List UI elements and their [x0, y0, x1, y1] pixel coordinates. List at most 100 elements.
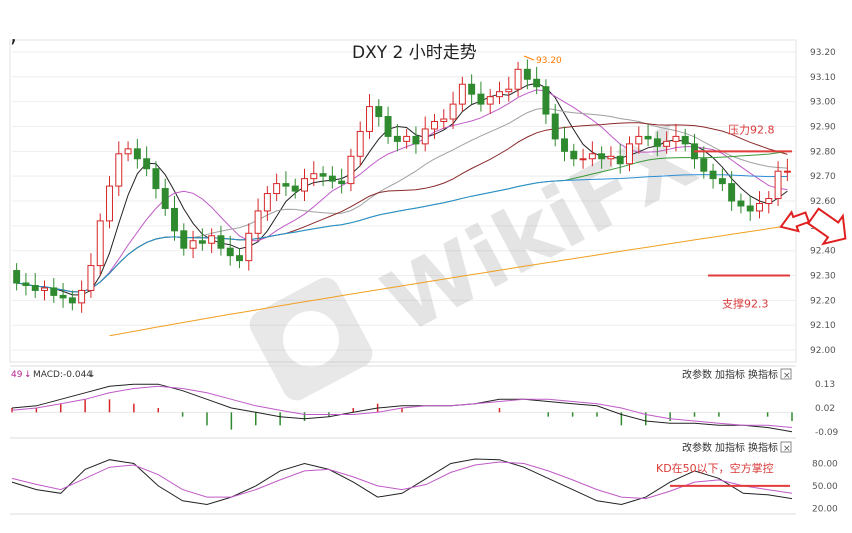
candle-body — [338, 180, 346, 185]
macd-edit-params-button[interactable]: 改参数 — [682, 368, 712, 381]
y-tick-label: 92.10 — [810, 321, 836, 331]
candle-body — [319, 173, 327, 177]
candle-body — [301, 178, 308, 192]
kd-switch-indicator-button[interactable]: 换指标 — [748, 441, 778, 454]
y-tick-label: 93.10 — [810, 73, 836, 83]
chart-title: DXY 2 小时走势 — [352, 43, 477, 63]
corner-mark: , — [10, 23, 17, 48]
macd-add-indicator-button[interactable]: 加指标 — [715, 368, 745, 381]
candle-body — [366, 106, 373, 132]
candle-body — [561, 138, 568, 152]
candlesticks — [13, 59, 791, 313]
candle-body — [328, 175, 336, 182]
candle-body — [152, 168, 160, 190]
candle-body — [198, 240, 206, 244]
candle-body — [393, 135, 401, 142]
y-tick-label: 92.20 — [810, 296, 836, 306]
ma120-line — [16, 174, 788, 293]
candle-body — [672, 135, 680, 142]
candle-body — [765, 198, 773, 204]
kd-add-indicator-button[interactable]: 加指标 — [715, 441, 745, 454]
candle-body — [663, 140, 671, 147]
candle-body — [737, 200, 745, 207]
macd-dea-line — [11, 385, 793, 428]
candle-body — [13, 270, 21, 284]
kd-y-tick-label: 50.00 — [812, 482, 838, 492]
kd-close-button[interactable] — [780, 441, 792, 453]
candle-body — [431, 121, 438, 130]
peak-leader-line — [523, 55, 535, 61]
candle-body — [124, 148, 132, 155]
candle-body — [263, 193, 271, 212]
y-tick-label: 92.40 — [810, 247, 836, 257]
candle-body — [217, 235, 225, 249]
macd-switch-indicator-button[interactable]: 换指标 — [748, 368, 778, 381]
candle-body — [579, 158, 587, 161]
resistance-label: 压力92.8 — [728, 123, 775, 136]
macd-close-button[interactable] — [780, 368, 792, 380]
candle-body — [384, 116, 392, 137]
macd-dif-line — [11, 383, 793, 433]
candle-body — [68, 297, 76, 304]
candle-body — [180, 230, 188, 249]
candle-body — [226, 247, 234, 257]
candle-body — [458, 83, 466, 105]
kd-annotation: KD在50以下，空方掌控 — [656, 461, 774, 475]
kd-close-icon: × — [783, 444, 791, 454]
candle-body — [375, 106, 383, 118]
candle-body — [310, 173, 318, 180]
macd-y-axis: 0.13 0.02 -0.09 — [815, 380, 839, 438]
candle-body — [59, 294, 67, 299]
y-tick-label: 92.30 — [810, 272, 836, 282]
candle-body — [746, 205, 754, 212]
candle-body — [644, 135, 652, 140]
candle-body — [709, 170, 717, 180]
candle-body — [273, 183, 281, 195]
candle-body — [245, 232, 253, 262]
y-tick-label: 92.90 — [810, 122, 836, 132]
y-tick-label: 92.60 — [810, 197, 836, 207]
candle-body — [635, 135, 643, 145]
down-arrow-icon — [779, 210, 811, 233]
candle-body — [208, 235, 216, 244]
kd-k-line — [11, 458, 793, 506]
candle-body — [115, 153, 123, 187]
kd-edit-params-button[interactable]: 改参数 — [682, 441, 712, 454]
candle-body — [774, 170, 782, 200]
candle-body — [31, 284, 39, 291]
ma250-line — [109, 225, 788, 337]
candle-body — [542, 86, 550, 115]
y-tick-label: 93.00 — [810, 98, 836, 108]
candle-body — [236, 255, 243, 262]
candle-body — [106, 185, 113, 222]
candle-body — [41, 287, 48, 291]
y-tick-label: 92.70 — [810, 172, 836, 182]
kd-plot — [11, 458, 793, 506]
candle-body — [607, 155, 615, 160]
macd-close-icon: × — [783, 371, 791, 381]
kd-d-line — [11, 461, 793, 500]
main-y-axis: 93.2093.1093.0092.9092.8092.7092.6092.50… — [810, 48, 836, 356]
candle-body — [171, 207, 178, 232]
candle-body — [700, 158, 708, 172]
candle-body — [551, 113, 559, 140]
kd-y-axis: 80.00 50.00 20.00 — [812, 459, 838, 514]
candle-body — [681, 135, 689, 145]
candle-body — [626, 143, 633, 165]
candle-body — [496, 91, 503, 98]
candle-body — [50, 287, 58, 296]
macd-y-tick-label: 0.13 — [815, 380, 835, 390]
macd-header-label: MACD:-0.044 — [33, 370, 92, 380]
candle-body — [143, 158, 151, 170]
right-arrow-icon — [806, 207, 847, 246]
candle-body — [486, 96, 494, 105]
candle-body — [783, 170, 791, 173]
macd-menu-icon[interactable]: ↓ — [88, 370, 96, 380]
candle-body — [505, 88, 513, 93]
candle-body — [291, 185, 299, 192]
candle-body — [78, 289, 86, 304]
candle-body — [22, 282, 30, 286]
y-tick-label: 92.80 — [810, 147, 836, 157]
peak-label: 93.20 — [536, 56, 562, 66]
